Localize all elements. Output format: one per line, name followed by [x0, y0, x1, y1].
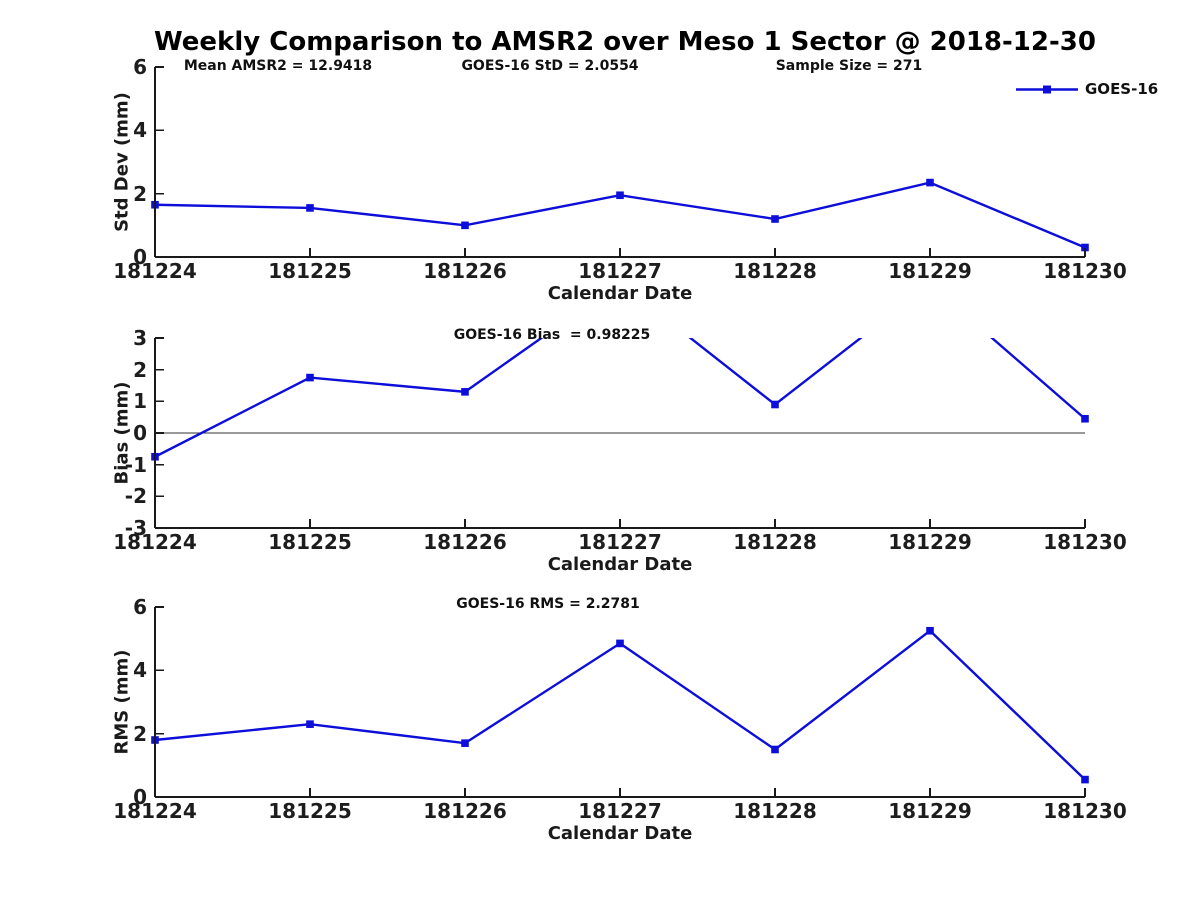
x-tick-label: 181224 [113, 530, 197, 554]
x-tick-label: 181228 [733, 259, 817, 283]
x-tick-label: 181225 [268, 530, 352, 554]
y-tick-label: -1 [124, 452, 147, 477]
x-axis-label-1: Calendar Date [547, 283, 693, 304]
x-tick-label: 181225 [268, 799, 352, 823]
annotation-sample-size: Sample Size = 271 [775, 58, 923, 74]
x-tick-label: 181228 [733, 530, 817, 554]
y-tick-label: 0 [133, 421, 147, 445]
x-tick-label: 181229 [888, 530, 972, 554]
x-axis-label-3: Calendar Date [547, 823, 693, 844]
x-tick-label: 181227 [578, 799, 662, 823]
x-tick-label: 181226 [423, 259, 507, 283]
y-tick-label: -2 [124, 484, 147, 509]
x-tick-label: 181229 [888, 799, 972, 823]
x-tick-label: 181226 [423, 530, 507, 554]
y-tick-label: 6 [133, 55, 147, 79]
legend: GOES-16 [1016, 80, 1158, 98]
y-tick-label: 4 [133, 118, 147, 143]
x-tick-label: 181224 [113, 799, 197, 823]
x-tick-label: 181230 [1043, 259, 1127, 283]
annotation-goes16-std: GOES-16 StD = 2.0554 [461, 58, 639, 74]
y-tick-label: 1 [133, 389, 147, 414]
y-tick-label: 0 [133, 245, 147, 269]
annotation-goes16-rms: GOES-16 RMS = 2.2781 [456, 596, 640, 612]
x-tick-label: 181224 [113, 259, 197, 283]
y-tick-label: 2 [133, 357, 147, 382]
legend-label: GOES-16 [1085, 80, 1159, 98]
x-axis-label-2: Calendar Date [547, 554, 693, 575]
plot-area-rms [151, 606, 1089, 798]
chart-title: Weekly Comparison to AMSR2 over Meso 1 S… [154, 27, 1096, 57]
plot-area-bias [151, 337, 1089, 529]
x-tick-label: 181227 [578, 530, 662, 554]
annotation-mean-amsr2: Mean AMSR2 = 12.9418 [183, 58, 373, 74]
y-axis-label-std-dev: Std Dev (mm) [111, 92, 133, 232]
annotation-goes16-bias: GOES-16 Bias = 0.98225 [453, 327, 651, 343]
y-tick-label: 6 [133, 595, 147, 619]
x-tick-label: 181227 [578, 259, 662, 283]
y-tick-label: 3 [133, 326, 147, 350]
plot-area-std-dev [151, 66, 1089, 258]
x-tick-label: 181226 [423, 799, 507, 823]
x-tick-label: 181225 [268, 259, 352, 283]
x-tick-label: 181230 [1043, 799, 1127, 823]
x-tick-label: 181229 [888, 259, 972, 283]
y-tick-label: 2 [133, 181, 147, 206]
y-tick-label: 4 [133, 658, 147, 683]
legend-line-marker-icon [1016, 85, 1078, 93]
y-tick-label: 2 [133, 721, 147, 746]
y-tick-label: -3 [124, 516, 147, 540]
x-tick-label: 181230 [1043, 530, 1127, 554]
x-tick-label: 181228 [733, 799, 817, 823]
y-tick-label: 0 [133, 785, 147, 809]
